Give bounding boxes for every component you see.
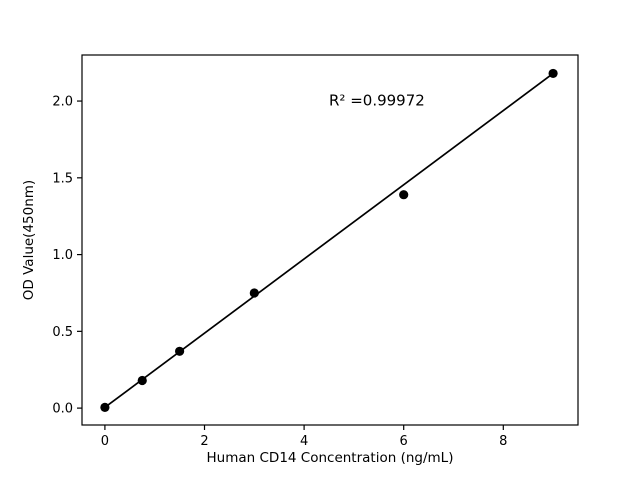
plot-box xyxy=(81,54,579,426)
y-tick-label: 1.5 xyxy=(52,171,73,186)
x-tick-label: 2 xyxy=(200,434,208,449)
y-axis-label: OD Value(450nm) xyxy=(21,180,37,300)
x-tick-label: 8 xyxy=(499,434,507,449)
y-tick-label: 1.0 xyxy=(52,248,73,263)
x-tick-label: 4 xyxy=(300,434,308,449)
r-squared-annotation: R² =0.99972 xyxy=(329,92,425,110)
data-point xyxy=(137,375,147,386)
data-point xyxy=(100,402,110,412)
data-point xyxy=(399,190,409,200)
fit-line xyxy=(104,72,554,409)
data-point xyxy=(175,346,185,356)
x-tick-label: 0 xyxy=(101,434,109,449)
data-point xyxy=(548,68,558,79)
y-tick-label: 0.0 xyxy=(52,402,73,417)
y-tick-label: 0.5 xyxy=(52,325,73,340)
y-tick-label: 2.0 xyxy=(52,95,73,110)
x-tick-label: 6 xyxy=(400,434,408,449)
data-point xyxy=(249,288,259,298)
x-axis-label: Human CD14 Concentration (ng/mL) xyxy=(207,450,454,466)
